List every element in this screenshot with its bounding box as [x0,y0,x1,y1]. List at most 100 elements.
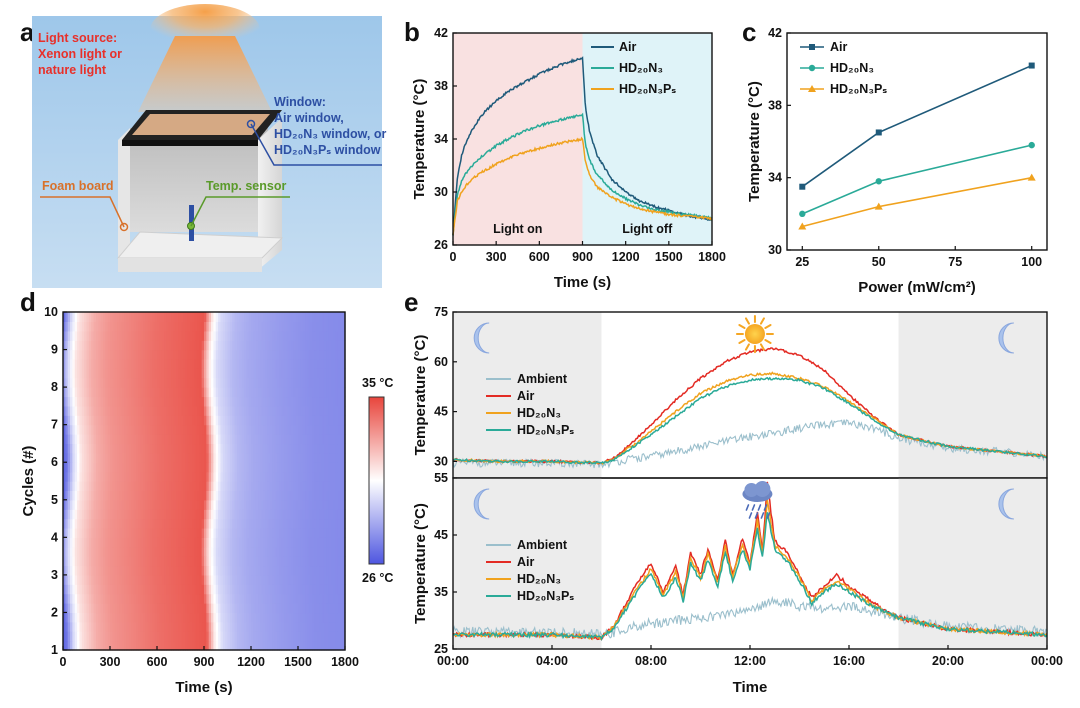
heat-cell [171,312,175,322]
heat-cell [164,603,167,614]
heat-cell [201,490,205,501]
heat-cell [149,358,153,369]
heat-cell [234,312,238,322]
heat-cell [145,546,149,557]
heat-cell [182,565,186,576]
heat-cell [246,462,250,473]
heat-cell [192,377,196,388]
heat-cell [253,556,257,567]
heat-cell [152,377,156,388]
heat-cell [314,621,318,632]
heat-cell [206,321,210,332]
heat-cell [133,640,137,651]
heat-cell [340,452,344,463]
heat-cell [337,321,341,332]
heat-cell [225,330,229,341]
heat-cell [131,387,135,398]
heat-cell [302,546,306,557]
heat-cell [307,527,311,538]
heat-cell [335,377,339,388]
heat-cell [196,415,200,426]
heat-cell [77,387,81,398]
heat-cell [98,499,102,510]
heat-cell [229,452,233,463]
heat-cell [309,396,313,407]
heat-cell [312,631,316,642]
heat-cell [293,574,297,585]
heat-cell [142,462,146,473]
heat-cell [110,387,113,398]
x-tick-label: 00:00 [437,654,469,668]
heat-cell [328,443,332,454]
heat-cell [342,527,346,538]
heat-cell [173,330,177,341]
heat-cell [194,518,198,529]
heat-cell [187,340,191,351]
heat-cell [142,490,146,501]
heat-cell [110,499,113,510]
heat-cell [201,481,205,491]
heat-cell [77,556,81,567]
heat-cell [340,546,344,557]
heat-cell [239,312,243,322]
heat-cell [300,405,304,416]
heat-cell [213,368,217,379]
heat-cell [258,584,261,595]
heat-cell [147,349,151,360]
heat-cell [161,640,165,651]
heat-cell [267,452,271,463]
heat-cell [302,368,306,379]
heat-cell [112,593,116,604]
heat-cell [262,584,266,595]
heat-cell [138,452,142,463]
heat-cell [72,537,76,548]
heat-cell [88,565,92,576]
heat-cell [84,593,88,604]
heat-cell [159,584,163,595]
heat-cell [112,509,116,520]
heat-cell [276,358,280,369]
heat-cell [248,405,252,416]
heat-cell [276,312,280,322]
heat-cell [121,358,125,369]
heat-cell [232,537,236,548]
heat-cell [91,631,95,642]
heat-cell [194,593,198,604]
heat-cell [262,546,266,557]
heat-cell [333,321,337,332]
heat-cell [295,405,299,416]
heat-cell [182,340,186,351]
heat-cell [126,621,130,632]
heat-cell [281,405,285,416]
heat-cell [77,368,81,379]
heat-cell [84,621,88,632]
heat-cell [70,631,73,642]
heat-cell [65,330,69,341]
heat-cell [112,312,116,322]
heat-cell [81,621,85,632]
heat-cell [239,321,243,332]
heat-cell [117,312,120,322]
heat-cell [319,527,323,538]
heat-cell [110,321,113,332]
heat-cell [302,481,306,491]
heat-cell [194,537,198,548]
heat-cell [335,621,339,632]
heat-cell [161,499,165,510]
heat-cell [74,509,78,520]
heat-cell [149,499,153,510]
heat-cell [241,434,245,445]
heat-cell [213,405,217,416]
heat-cell [260,631,264,642]
heat-cell [187,556,191,567]
heat-cell [131,593,135,604]
heat-cell [239,387,243,398]
heat-cell [159,518,163,529]
heat-cell [234,415,238,426]
heat-cell [131,518,135,529]
data-point-1-2 [1028,141,1035,149]
heat-cell [251,527,254,538]
heat-cell [98,349,102,360]
heat-cell [305,312,308,322]
heat-cell [307,321,311,332]
